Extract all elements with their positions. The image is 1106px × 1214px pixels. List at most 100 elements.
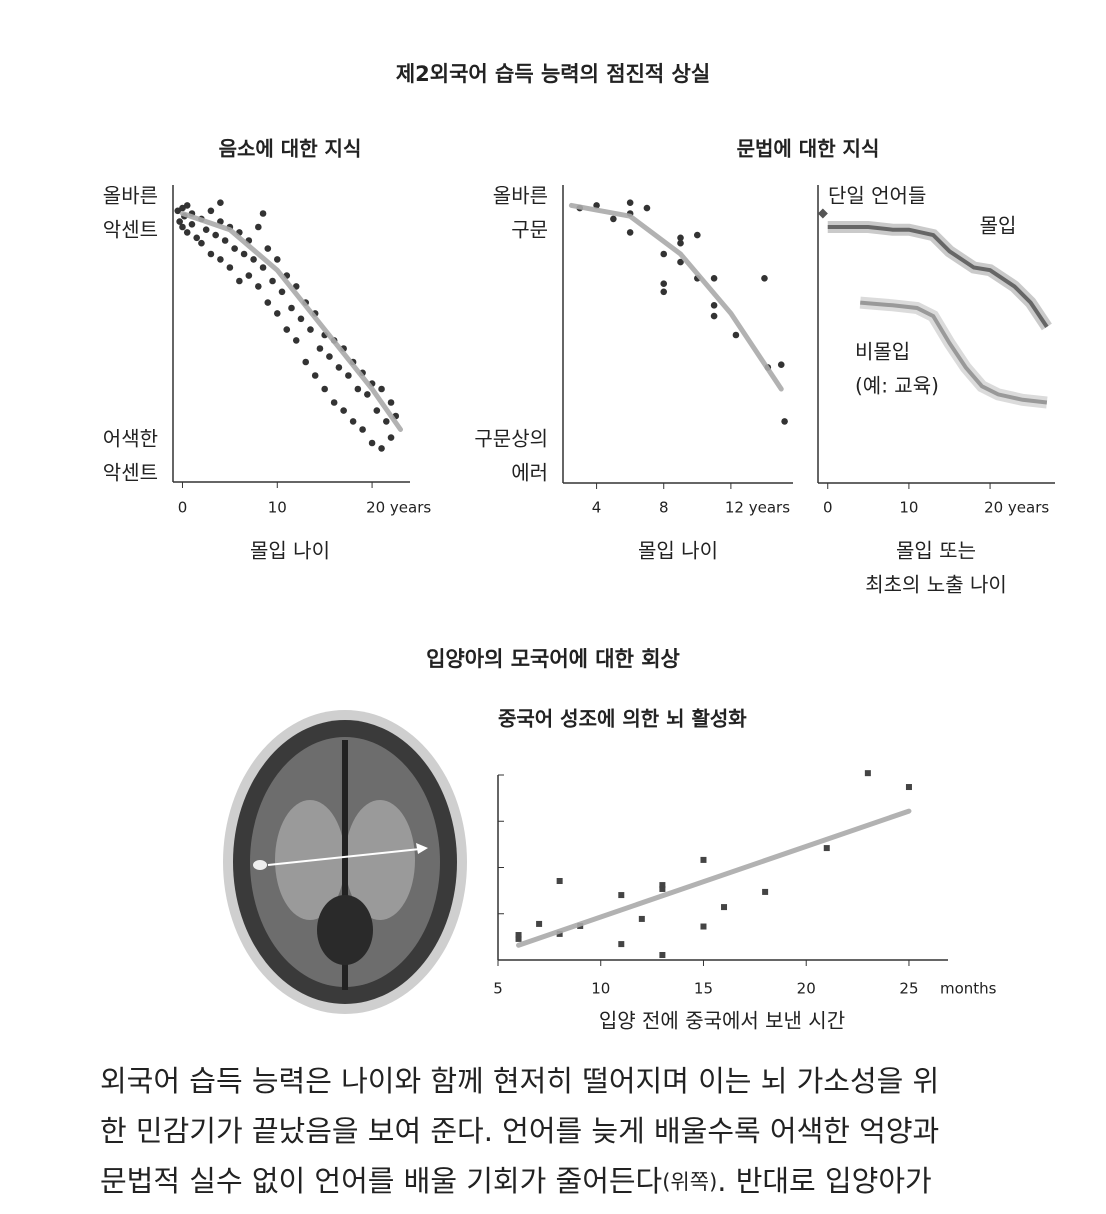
y-label: 어색한 xyxy=(103,427,158,451)
point xyxy=(226,264,234,271)
x-tick-label: 20 xyxy=(797,980,816,998)
point xyxy=(387,399,395,406)
caption-part: (위쪽) xyxy=(662,1170,717,1194)
x-tick-label: 0 xyxy=(178,499,188,517)
point xyxy=(761,275,768,282)
point xyxy=(354,385,362,393)
point xyxy=(340,407,347,414)
point xyxy=(292,337,300,344)
chart-title: 음소에 대한 지식 xyxy=(219,137,362,161)
point xyxy=(626,199,634,206)
caption-line: 문법적 실수 없이 언어를 배울 기회가 줄어든다(위쪽). 반대로 입양아가 xyxy=(100,1164,932,1198)
fit-line xyxy=(568,202,784,392)
x-tick-label: 5 xyxy=(493,980,503,998)
caption-part: 문법적 실수 없이 언어를 배울 기회가 줄어든다 xyxy=(100,1164,662,1198)
point xyxy=(732,331,740,339)
point xyxy=(302,358,310,366)
point xyxy=(777,361,785,369)
point xyxy=(659,952,666,959)
point xyxy=(307,326,314,333)
point xyxy=(176,218,183,225)
point xyxy=(626,229,634,236)
point xyxy=(387,434,395,441)
point xyxy=(202,226,210,233)
y-label: 올바른 xyxy=(493,184,548,208)
point xyxy=(250,256,257,263)
series-line xyxy=(827,225,1049,329)
y-label: 악센트 xyxy=(103,461,158,485)
point xyxy=(905,784,912,791)
y-label: 에러 xyxy=(511,461,548,485)
caption-part: . 반대로 입양아가 xyxy=(717,1164,931,1198)
point xyxy=(660,250,668,258)
point xyxy=(269,277,276,285)
series-label: 단일 언어들 xyxy=(828,184,926,208)
point xyxy=(660,280,668,288)
point xyxy=(721,904,728,911)
x-label: 몰입 나이 xyxy=(638,539,718,563)
point xyxy=(677,239,684,247)
point xyxy=(217,218,224,225)
x-unit: months xyxy=(940,980,997,998)
y-label: 악센트 xyxy=(103,218,158,242)
point xyxy=(297,315,305,323)
point xyxy=(207,207,215,215)
x-tick-label: 20 years xyxy=(984,499,1049,517)
point xyxy=(283,326,291,333)
y-label: 구문 xyxy=(511,218,548,242)
x-label: 입양 전에 중국에서 보낸 시간 xyxy=(599,1009,845,1033)
x-label: 몰입 또는 xyxy=(896,539,976,563)
point xyxy=(781,418,788,425)
point xyxy=(316,345,324,352)
point xyxy=(207,250,215,258)
point xyxy=(536,920,543,927)
point xyxy=(278,288,286,296)
point xyxy=(245,272,253,279)
point xyxy=(217,199,224,206)
series-label: 몰입 xyxy=(980,214,1017,238)
x-tick-label: 15 xyxy=(694,980,713,998)
point xyxy=(823,845,830,852)
x-tick-label: 10 xyxy=(591,980,610,998)
point xyxy=(311,372,319,379)
point xyxy=(188,221,196,228)
point xyxy=(373,407,381,414)
point xyxy=(236,277,243,285)
point xyxy=(212,231,219,239)
point xyxy=(231,245,238,252)
point xyxy=(273,310,281,317)
x-tick-label: 25 xyxy=(899,980,918,998)
point xyxy=(515,935,522,942)
series-note: (예: 교육) xyxy=(855,374,939,398)
series-label: 비몰입 xyxy=(855,340,910,364)
point xyxy=(762,888,769,895)
point xyxy=(700,923,707,930)
point xyxy=(710,302,718,309)
x-tick-label: 12 years xyxy=(725,499,790,517)
x-tick-label: 10 xyxy=(268,499,287,517)
series-line xyxy=(860,300,1048,405)
point xyxy=(864,770,871,777)
point xyxy=(618,892,625,899)
x-tick-label: 20 years xyxy=(366,499,431,517)
point xyxy=(700,856,707,863)
point xyxy=(593,202,600,209)
point xyxy=(618,941,625,948)
point xyxy=(273,256,281,263)
fit-line xyxy=(179,211,404,432)
x-tick-label: 0 xyxy=(823,499,833,517)
point xyxy=(677,234,684,242)
y-label: 구문상의 xyxy=(474,427,548,451)
caption-line: 한 민감기가 끝났음을 보여 준다. 언어를 늦게 배울수록 어색한 억양과 xyxy=(100,1114,939,1148)
point xyxy=(259,210,267,217)
point xyxy=(556,930,563,937)
point xyxy=(710,275,718,282)
chart-title: 중국어 성조에 의한 뇌 활성화 xyxy=(498,707,747,731)
point xyxy=(330,399,338,406)
point xyxy=(264,245,272,252)
point xyxy=(345,372,352,379)
point xyxy=(198,239,205,247)
point xyxy=(349,418,357,425)
x-tick-label: 4 xyxy=(592,499,602,517)
point xyxy=(364,391,371,398)
